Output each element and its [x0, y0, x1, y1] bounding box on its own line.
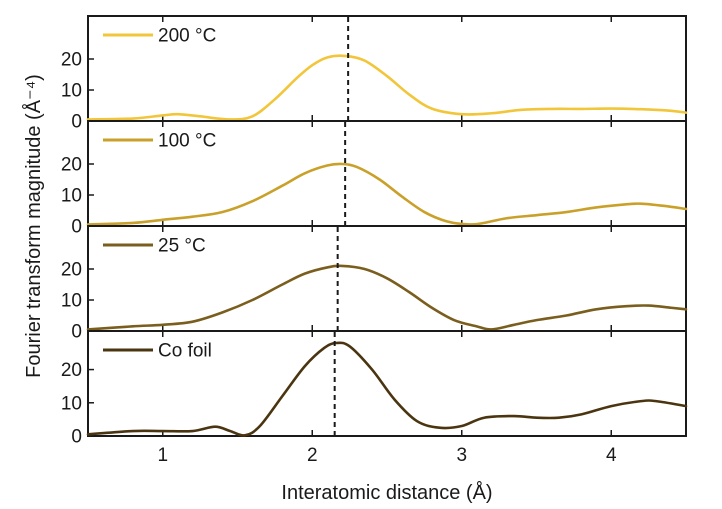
panel-1: 0 10 20 200 °C	[61, 15, 688, 133]
y-tick-label: 20	[61, 155, 82, 176]
x-tick-label: 4	[606, 445, 617, 466]
x-tick-label: 1	[157, 445, 168, 466]
y-tick-label: 20	[61, 260, 82, 281]
x-tick-label: 2	[307, 445, 318, 466]
panel-4: 0 10 20 Co foil	[61, 330, 688, 448]
panel-3: 0 10 20 25 °C	[61, 225, 688, 343]
legend-label: 100 °C	[158, 131, 216, 152]
y-tick-label: 10	[61, 393, 82, 414]
y-tick-label: 10	[61, 291, 82, 312]
legend-label: 25 °C	[158, 236, 206, 257]
panels: 0 10 20 200 °C 0 10 20 100 °C 0 10 20 25 °C 0 10 20 Co …	[61, 15, 688, 448]
y-tick-label: 10	[61, 186, 82, 207]
y-tick-label: 0	[71, 217, 82, 238]
y-tick-label: 10	[61, 81, 82, 102]
series-line	[86, 54, 688, 121]
y-axis-label: Fourier transform magnitude (Å⁻⁴)	[22, 74, 45, 378]
series-line	[86, 264, 688, 331]
legend-label: 200 °C	[158, 26, 216, 47]
y-tick-label: 20	[61, 360, 82, 381]
x-axis-label: Interatomic distance (Å)	[281, 481, 492, 504]
y-tick-label: 0	[71, 322, 82, 343]
x-tick-label: 3	[456, 445, 467, 466]
series-line	[86, 341, 688, 437]
y-tick-label: 0	[71, 427, 82, 448]
panel-frame	[87, 330, 687, 437]
panel-2: 0 10 20 100 °C	[61, 120, 688, 238]
y-tick-label: 20	[61, 50, 82, 71]
series-line	[86, 162, 688, 226]
legend-label: Co foil	[158, 341, 212, 362]
y-tick-label: 0	[71, 112, 82, 133]
x-axis: 1 2 3 4	[157, 445, 617, 466]
